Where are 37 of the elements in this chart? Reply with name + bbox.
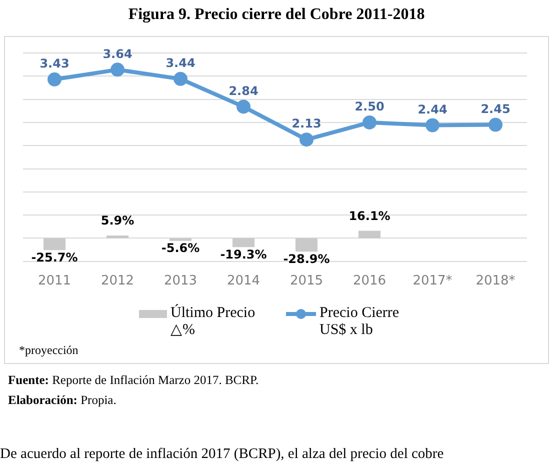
point xyxy=(236,100,250,114)
text: Elaboración: Propia. xyxy=(8,392,118,409)
x-tick-label: 2018* xyxy=(476,274,516,289)
legend-label: Precio Cierre US$ x lb xyxy=(320,305,400,339)
point xyxy=(48,72,62,86)
x-tick-label: 2015 xyxy=(290,274,324,289)
point xyxy=(426,118,440,132)
data-label: 2.45 xyxy=(480,102,510,116)
source-note: Fuente: Reporte de Inflación Marzo 2017. BCRP. xyxy=(8,372,259,389)
x-tick-label: 2014 xyxy=(226,274,260,289)
data-label: -19.3% xyxy=(220,247,267,262)
x-tick-label: 2013 xyxy=(164,274,198,289)
x-tick-label: 2016 xyxy=(352,274,386,289)
data-label: 3.64 xyxy=(102,46,132,61)
point xyxy=(362,115,376,130)
text: De acuerdo al reporte de inflación 2017 (BCRP), el alza del precio del cobre xyxy=(0,446,444,463)
data-label: 2.44 xyxy=(418,102,448,116)
point xyxy=(488,118,502,132)
data-label: 5.9% xyxy=(100,214,134,228)
point xyxy=(174,72,188,86)
point xyxy=(300,132,314,147)
data-label: -25.7% xyxy=(31,250,78,264)
data-label: 2.84 xyxy=(228,84,258,98)
text: *proyección xyxy=(19,343,78,358)
chart-title: Figura 9. Precio cierre del Cobre 2011-2018 xyxy=(127,6,426,24)
x-tick-label: 2011 xyxy=(38,274,72,289)
point xyxy=(110,62,124,77)
legend-label: Último Precio △% xyxy=(170,305,256,339)
data-label: 3.43 xyxy=(40,56,70,71)
data-label: -5.6% xyxy=(161,240,200,255)
data-label: 2.50 xyxy=(354,100,384,114)
x-tick-label: 2012 xyxy=(100,274,134,289)
data-label: 2.13 xyxy=(292,116,322,131)
data-label: 16.1% xyxy=(348,208,390,223)
data-label: -28.9% xyxy=(283,252,330,266)
data-label: 3.44 xyxy=(166,56,196,70)
x-tick-label: 2017* xyxy=(412,274,453,289)
